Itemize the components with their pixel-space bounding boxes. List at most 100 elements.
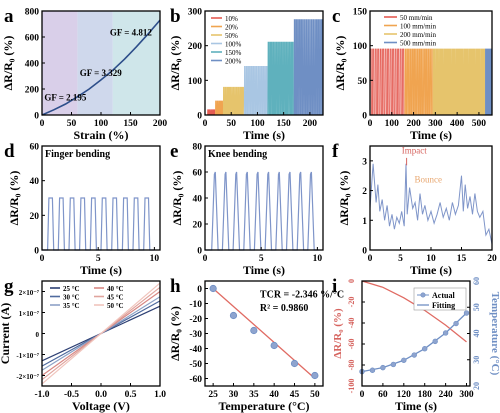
x-tick-label: 100 [385,119,400,129]
x-tick-label: 5 [398,254,403,264]
strain-series-line [207,109,216,116]
panel-letter: h [170,276,181,297]
legend-item: 20% [225,24,238,32]
x-tick-label: 50 [67,119,77,129]
y-right-axis-label: Temperature (°C) [489,292,500,376]
resistance-curve [41,19,161,116]
legend-item: 200 mm/min [400,31,436,39]
y-tick-label: 100 [353,42,368,52]
legend-item: Fitting [432,301,455,310]
y-tick-label: 2×10⁻⁷ [19,289,39,297]
actual-point [411,352,417,358]
x-tick-label: 45 [290,390,300,400]
legend-item: 10% [225,15,238,23]
x-tick-label: 0 [368,254,373,264]
actual-point [442,330,449,336]
y-tick-label: 40 [30,177,40,187]
panel-letter: g [4,276,14,297]
y-axis-label: ΔR/R₀ (%) [337,171,351,226]
plot-frame [41,145,161,251]
x-tick-label: 60 [378,390,388,400]
r2-annotation: R² = 0.9860 [260,303,308,314]
x-tick-label: 0.5 [125,390,137,400]
x-tick-label: 200 [406,119,421,129]
y-tick-label: -20 [189,315,202,325]
x-tick-label: 100 [250,119,265,129]
x-axis-label: Temperature (°C) [218,399,309,413]
y-axis-label: ΔR/R₀ (%) [168,306,182,361]
gf-annotation: GF = 4.812 [110,28,153,38]
y-axis-label: ΔR/R₀ (%) [1,36,15,91]
actual-point [422,346,428,352]
gf-annotation: GF = 3.329 [80,68,123,78]
x-tick-label: 200 [303,119,318,129]
legend-item: 200% [225,58,242,66]
x-tick-label: 200 [153,119,168,129]
x-axis-label: Voltage (V) [72,399,130,413]
iv-curve-line [41,282,161,385]
bending-signal-line [205,171,319,251]
x-tick-label: 50 [310,390,320,400]
x-tick-label: -0.5 [64,390,79,400]
y-tick-label: -60 [189,375,202,385]
y-axis-label: ΔR/R₀ (%) [7,171,21,226]
legend-marker [420,292,426,298]
y-right-tick-label: 40 [472,330,481,338]
actual-point [369,367,376,373]
x-tick-label: 1.0 [154,390,166,400]
x-tick-label: 0.0 [95,390,107,400]
data-point [270,341,278,350]
y-tick-label: -50 [189,360,202,370]
x-tick-label: 0 [368,119,373,129]
y-tick-label: 20 [193,221,203,231]
y-tick-label: 0 [347,279,356,283]
data-point [209,284,217,293]
speed-series-line [432,48,486,116]
x-tick-label: 50 [226,119,236,129]
y-tick-label: 2 [362,187,367,197]
x-tick-label: 5 [259,254,264,264]
panel-letter: f [332,141,339,162]
x-tick-label: 10 [150,254,160,264]
y-axis-label: ΔR/R₀ (%) [168,36,182,91]
strain-series-line [222,86,245,116]
actual-point [463,310,470,316]
legend-item: 35 °C [63,302,80,310]
y-right-tick-label: 60 [472,277,481,285]
data-point [311,371,319,380]
y-tick-label: 1×10⁻⁷ [19,310,39,318]
panel-letter: d [4,141,15,162]
linear-fit-line [212,288,316,379]
legend-item: 30 °C [63,294,80,302]
y-tick-label: 200 [188,42,203,52]
y-tick-label: 1 [362,217,367,227]
panel-b: b 0 50 100 150 200 Time (s) 0 100 200 300 ΔR/R₀ (%)… [168,6,324,142]
x-tick-label: 500 [472,119,487,129]
panel-letter: e [170,141,178,162]
x-tick-label: 40 [269,390,279,400]
y-tick-label: -20 [347,297,356,308]
y-tick-label: 20 [30,212,40,222]
plot-frame [369,145,493,251]
x-tick-label: 30 [229,390,239,400]
y-axis-label: Current (A) [0,303,12,364]
x-tick-label: 120 [397,390,412,400]
x-tick-label: 5 [96,254,101,264]
y-tick-label: 200 [25,86,40,96]
data-point [290,359,299,368]
x-tick-label: 150 [123,119,138,129]
y-tick-label: 80 [193,143,203,153]
y-tick-label: -80 [347,360,356,371]
panel-d: d 0 5 10 Time (s) 0 20 40 60 ΔR/R₀ (%) Finger bend… [4,141,161,277]
legend-item: 50 °C [107,302,124,310]
x-tick-label: 240 [438,390,453,400]
y-tick-label: 0 [36,331,40,339]
fitting-line [361,312,467,373]
tcr-annotation: TCR = -2.346 %/°C [260,290,344,301]
y-tick-label: 800 [25,8,40,18]
y-tick-label: -40 [189,345,202,355]
actual-point [401,357,407,363]
panel-c: c 0 100 200 300 400 500 Time (s) 0 50 100 150 ΔR/R₀ … [332,6,493,142]
y-tick-label: 0 [197,285,202,295]
